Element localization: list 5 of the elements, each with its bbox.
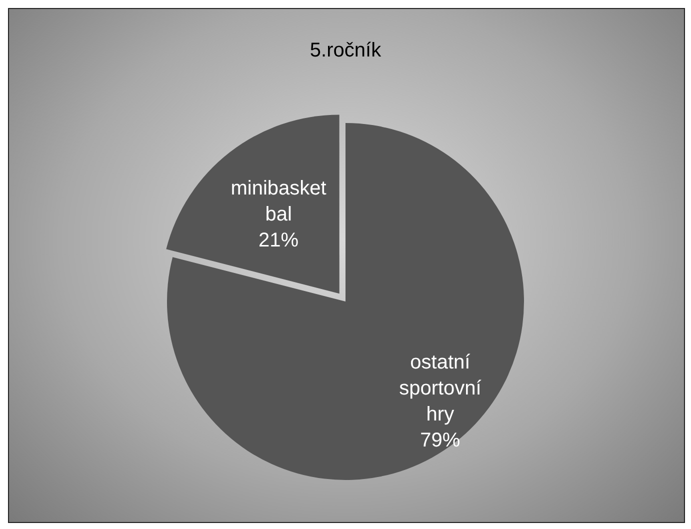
data-label: 79%: [420, 430, 460, 452]
chart-title: 5.ročník: [310, 40, 382, 62]
data-label: 21%: [258, 230, 299, 252]
slice-label: minibasketbal: [230, 178, 327, 226]
slice-label: ostatní sportovní hry: [399, 352, 482, 426]
